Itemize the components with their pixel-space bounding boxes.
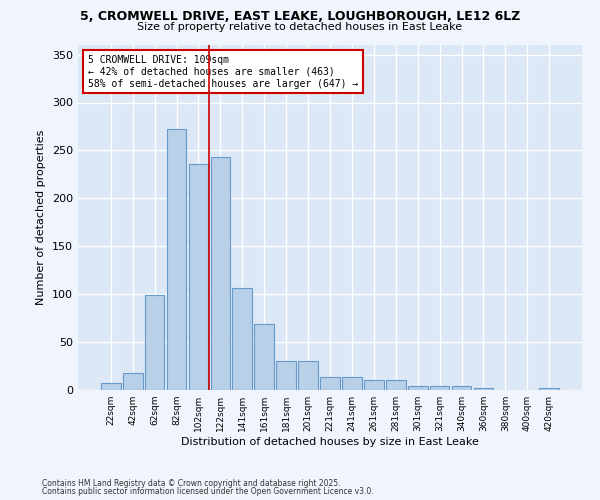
- Bar: [254, 324, 274, 390]
- Bar: [386, 380, 406, 390]
- Bar: [276, 361, 296, 390]
- Text: 5 CROMWELL DRIVE: 109sqm
← 42% of detached houses are smaller (463)
58% of semi-: 5 CROMWELL DRIVE: 109sqm ← 42% of detach…: [88, 56, 358, 88]
- Bar: [167, 130, 187, 390]
- Text: Contains HM Land Registry data © Crown copyright and database right 2025.: Contains HM Land Registry data © Crown c…: [42, 478, 341, 488]
- X-axis label: Distribution of detached houses by size in East Leake: Distribution of detached houses by size …: [181, 437, 479, 447]
- Bar: [320, 376, 340, 390]
- Bar: [473, 388, 493, 390]
- Text: Size of property relative to detached houses in East Leake: Size of property relative to detached ho…: [137, 22, 463, 32]
- Bar: [123, 373, 143, 390]
- Bar: [232, 288, 252, 390]
- Text: Contains public sector information licensed under the Open Government Licence v3: Contains public sector information licen…: [42, 487, 374, 496]
- Bar: [298, 361, 318, 390]
- Bar: [539, 388, 559, 390]
- Bar: [101, 384, 121, 390]
- Bar: [430, 386, 449, 390]
- Text: 5, CROMWELL DRIVE, EAST LEAKE, LOUGHBOROUGH, LE12 6LZ: 5, CROMWELL DRIVE, EAST LEAKE, LOUGHBORO…: [80, 10, 520, 23]
- Bar: [211, 157, 230, 390]
- Bar: [145, 295, 164, 390]
- Bar: [452, 386, 472, 390]
- Bar: [408, 386, 428, 390]
- Bar: [342, 376, 362, 390]
- Bar: [188, 164, 208, 390]
- Y-axis label: Number of detached properties: Number of detached properties: [37, 130, 46, 305]
- Bar: [364, 380, 384, 390]
